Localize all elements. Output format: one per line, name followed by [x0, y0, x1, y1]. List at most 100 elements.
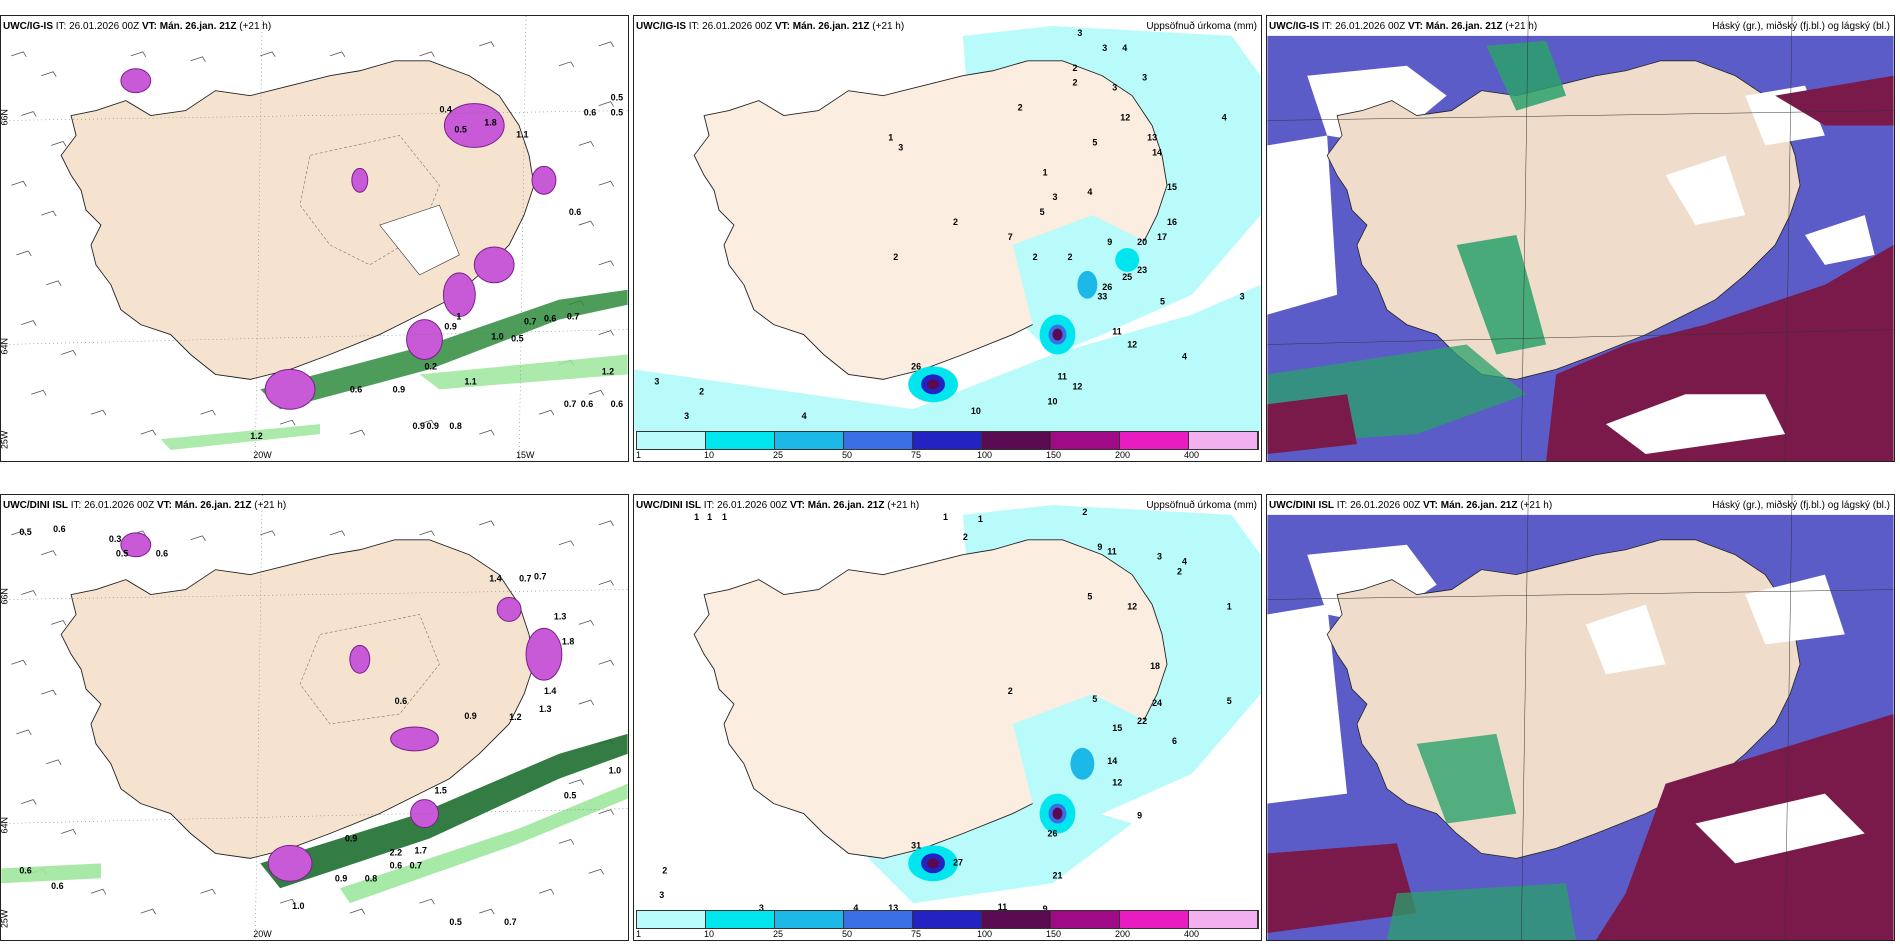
val-label: 2 — [953, 217, 958, 227]
val-label: 1 — [1043, 167, 1048, 177]
swatch — [706, 432, 775, 449]
colorbar-tick: 50 — [842, 929, 853, 939]
val-label: 0.5 — [564, 791, 576, 801]
wind-barbs — [11, 520, 614, 915]
val-label: 31 — [911, 840, 921, 850]
val-label: 0.8 — [449, 421, 461, 431]
lon-label: 25W — [1, 909, 9, 928]
val-label: 3 — [1142, 73, 1147, 83]
colorbar-tick: 150 — [1046, 929, 1062, 939]
val-label: 1 — [888, 132, 893, 142]
val-label: 0.5 — [454, 124, 466, 134]
val-label: 24 — [1152, 698, 1162, 708]
swatch — [637, 432, 706, 449]
panel-top-middle: UWC/IG-IS IT: 26.01.2026 00Z VT: Mán. 26… — [633, 15, 1262, 462]
val-label: 2 — [1033, 252, 1038, 262]
val-label: 1 — [694, 512, 699, 522]
val-label: 0.6 — [584, 108, 596, 118]
val-label: 2 — [1008, 686, 1013, 696]
panel-header: UWC/IG-IS IT: 26.01.2026 00Z VT: Mán. 26… — [1269, 21, 1538, 32]
val-label: 1.4 — [489, 574, 501, 584]
swatch — [1189, 432, 1258, 449]
val-label: 1.2 — [250, 431, 262, 441]
precip-blobs — [120, 532, 563, 882]
precip-labels: 0.5 0.6 0.3 0.5 0.6 0.7 1.4 0.7 1.3 1.8 … — [19, 524, 621, 927]
val-label: 2 — [699, 386, 704, 396]
val-label: 3 — [684, 411, 689, 421]
precip-blobs — [120, 68, 557, 410]
val-label: 1.8 — [484, 118, 496, 128]
val-label: 0.9 — [464, 711, 476, 721]
val-label: 11 — [998, 902, 1007, 912]
val-label: 0.7 — [534, 572, 546, 582]
val-label: 5 — [1040, 207, 1045, 217]
val-label: 0.9 — [444, 322, 456, 332]
swatch — [706, 911, 775, 928]
val-label: 18 — [1150, 661, 1160, 671]
val-label: 1.5 — [434, 786, 446, 796]
val-label: 0.5 — [19, 527, 31, 537]
val-label: 1.2 — [509, 712, 521, 722]
swatch — [637, 911, 706, 928]
val-label: 2 — [1177, 567, 1182, 577]
panel-bottom-right: UWC/DINI ISL IT: 26.01.2026 00Z VT: Mán.… — [1266, 494, 1895, 941]
val-label: 21 — [1053, 870, 1063, 880]
val-label: 4 — [1182, 557, 1187, 567]
val-label: 4 — [853, 903, 858, 913]
val-label: 1.0 — [292, 901, 304, 911]
val-label: 20 — [1137, 237, 1147, 247]
val-label: 26 — [1102, 282, 1112, 292]
val-label: 12 — [1112, 778, 1122, 788]
panel-title: Háský (gr.), miðský (fj.bl.) og lágský (… — [1712, 21, 1890, 32]
panel-header: UWC/IG-IS IT: 26.01.2026 00Z VT: Mán. 26… — [636, 21, 905, 32]
val-label: 10 — [1048, 396, 1058, 406]
val-label: 5 — [1092, 694, 1097, 704]
val-label: 1.4 — [544, 686, 556, 696]
swatch — [1051, 911, 1120, 928]
panel-header: UWC/IG-IS IT: 26.01.2026 00Z VT: Mán. 26… — [3, 21, 272, 32]
val-label: 5 — [1087, 592, 1092, 602]
val-label: 1.0 — [491, 332, 503, 342]
val-label: 4 — [1122, 43, 1127, 53]
precip-labels: 3 3 4 2 2 3 3 1 3 2 1 2 4 12 5 13 14 15 … — [654, 28, 1244, 421]
val-label: 2 — [662, 865, 667, 875]
val-label: 5 — [1160, 297, 1165, 307]
green-bands — [1, 733, 628, 904]
val-label: 1 — [722, 512, 727, 522]
val-label: 14 — [1107, 756, 1117, 766]
val-label: 2 — [1018, 103, 1023, 113]
swatch — [1120, 432, 1189, 449]
swatch — [775, 432, 844, 449]
lat-label: 66N — [1, 588, 9, 604]
val-label: 16 — [1167, 217, 1177, 227]
panel-top-left: UWC/IG-IS IT: 26.01.2026 00Z VT: Mán. 26… — [0, 15, 629, 462]
lat-label: 66N — [1, 109, 9, 125]
val-label: 0.5 — [611, 93, 623, 103]
swatch — [844, 911, 913, 928]
val-label: 0.6 — [51, 881, 63, 891]
val-label: 13 — [888, 903, 898, 913]
val-label: 10 — [971, 406, 981, 416]
val-label: 2 — [1067, 252, 1072, 262]
val-label: 3 — [1112, 83, 1117, 93]
val-label: 5 — [1227, 696, 1232, 706]
val-label: 3 — [1240, 292, 1245, 302]
val-label: 14 — [1152, 147, 1162, 157]
val-label: 0.9 — [426, 421, 438, 431]
val-label: 5 — [1092, 137, 1097, 147]
val-label: 7 — [1008, 232, 1013, 242]
val-label: 0.5 — [116, 549, 128, 559]
colorbar-tick: 150 — [1046, 450, 1062, 460]
val-label: 3 — [1102, 43, 1107, 53]
val-label: 1 — [707, 512, 712, 522]
val-label: 0.9 — [335, 873, 347, 883]
panel-title: Háský (gr.), miðský (fj.bl.) og lágský (… — [1712, 500, 1890, 511]
val-label: 9 — [1107, 237, 1112, 247]
wind-precip-map: 0.5 0.6 0.3 0.5 0.6 0.7 1.4 0.7 1.3 1.8 … — [1, 495, 628, 940]
val-label: 0.5 — [511, 334, 523, 344]
iceland-landmass — [1326, 60, 1801, 380]
val-label: 3 — [1077, 28, 1082, 38]
hatch-region — [299, 135, 440, 266]
val-label: 9 — [1137, 811, 1142, 821]
val-label: 0.6 — [581, 399, 593, 409]
